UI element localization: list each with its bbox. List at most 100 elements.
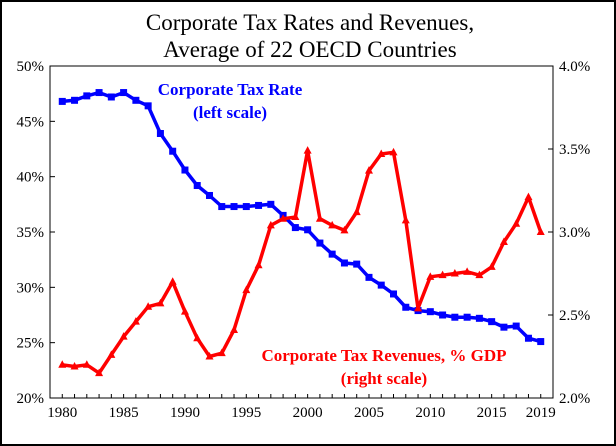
right-axis-tick-label: 2.0% (559, 391, 590, 407)
tax-revenue-point (463, 267, 472, 275)
tax-revenue-point (58, 360, 67, 368)
left-axis-tick-label: 25% (17, 336, 45, 352)
tax-revenue-point (95, 368, 104, 377)
tax-rate-point (71, 96, 79, 104)
tax-revenue-point (524, 192, 533, 201)
tax-revenue-point (536, 227, 545, 235)
tax-revenue-point (70, 361, 79, 370)
tax-rate-point (193, 182, 201, 190)
revenue-annotation-line-2: (right scale) (341, 369, 427, 388)
chart-title-line-1: Corporate Tax Rates and Revenues, (146, 10, 474, 35)
tax-rate-point (144, 102, 152, 110)
x-axis-tick-label: 2019 (526, 405, 556, 421)
series-layer (58, 89, 545, 377)
tax-rate-point (267, 200, 275, 208)
tax-revenue-point (389, 147, 398, 156)
x-axis-tick-label: 2005 (354, 405, 384, 421)
tax-revenue-point (512, 219, 521, 227)
tax-revenue-point (364, 166, 373, 174)
tax-rate-point (512, 322, 520, 330)
tax-revenue-point (291, 212, 300, 221)
tax-rate-point (120, 89, 128, 97)
tax-revenue-point (119, 332, 128, 340)
left-axis-tick-label: 45% (17, 114, 45, 130)
tax-rate-point (500, 323, 508, 331)
tax-rate-point (365, 273, 373, 281)
tax-rate-point (439, 311, 447, 319)
tax-rate-point (181, 166, 189, 174)
tax-revenue-point (242, 285, 251, 294)
tax-rate-point (353, 260, 361, 268)
tax-rate-point (156, 130, 164, 138)
tax-revenue-point (156, 298, 165, 307)
revenue-annotation-line-1: Corporate Tax Revenues, % GDP (261, 346, 506, 365)
left-axis-tick-label: 40% (17, 170, 45, 186)
tax-rate-point (537, 338, 545, 346)
tax-revenue-point (180, 307, 189, 315)
x-axis-tick-label: 1980 (47, 405, 77, 421)
tax-revenue-point (487, 262, 496, 270)
tax-revenue-point (193, 333, 202, 342)
tax-rate-point (95, 89, 103, 97)
tax-revenue-point (450, 269, 459, 277)
tax-rate-point (218, 203, 226, 211)
tax-rate-point (340, 259, 348, 267)
tax-rate-point (377, 281, 385, 289)
tax-rate-point (291, 224, 299, 232)
tax-rate-point (230, 203, 238, 211)
x-axis-tick-label: 2000 (293, 405, 323, 421)
x-axis-tick-label: 2010 (415, 405, 445, 421)
tax-revenue-point (303, 146, 312, 154)
tax-rate-line (62, 90, 542, 344)
tax-rate-point (205, 191, 213, 199)
tax-rate-point (242, 203, 250, 211)
right-axis-tick-label: 4.0% (559, 59, 590, 75)
tax-rate-point (169, 147, 177, 155)
tax-revenue-point (144, 302, 153, 310)
left-axis-tick-label: 35% (17, 225, 45, 241)
tax-revenue-point (414, 303, 423, 312)
tax-revenue-point (217, 348, 226, 357)
chart-title-line-2: Average of 22 OECD Countries (163, 37, 456, 62)
left-axis-tick-label: 20% (17, 391, 45, 407)
tax-rate-point (255, 201, 263, 209)
tax-revenue-point (279, 214, 288, 222)
tax-revenue-point (328, 220, 337, 229)
tax-rate-point (463, 313, 471, 321)
tax-revenue-point (254, 260, 263, 269)
tax-rate-point (328, 250, 336, 258)
right-axis-tick-label: 3.0% (559, 225, 590, 241)
rate-annotation-line-2: (left scale) (193, 103, 267, 122)
tax-rate-point (524, 334, 532, 342)
x-axis-tick-label: 1990 (170, 405, 200, 421)
tax-revenue-point (230, 325, 239, 333)
left-axis-tick-label: 50% (17, 59, 45, 75)
tax-rate-point (132, 96, 140, 104)
tax-revenue-point (499, 237, 508, 245)
tax-rate-point (316, 239, 324, 247)
axes-layer: 20% 25% 30% 35% 40% 45% 50% 2.0% 2.5% 3.0% 3.5% 4.0… (17, 59, 591, 421)
tax-revenue-point (352, 207, 361, 216)
tax-revenue-point (82, 360, 91, 368)
tax-revenue-point (266, 220, 275, 229)
tax-revenue-point (131, 317, 140, 325)
tax-rate-point (488, 318, 496, 326)
tax-revenue-line (62, 148, 543, 375)
left-axis-tick-label: 30% (17, 280, 45, 296)
tax-revenue-point (377, 149, 386, 157)
tax-revenue-point (401, 215, 410, 224)
tax-rate-point (83, 92, 91, 100)
tax-revenue-point (438, 270, 447, 279)
right-axis-tick-label: 3.5% (559, 142, 590, 158)
tax-rate-point (58, 97, 66, 105)
tax-rate-point (451, 313, 459, 321)
tax-revenue-point (340, 225, 349, 234)
x-axis-tick-label: 2015 (477, 405, 507, 421)
tax-revenue-point (107, 350, 116, 358)
tax-rate-point (304, 226, 312, 234)
tax-revenue-point (315, 214, 324, 222)
rate-annotation-line-1: Corporate Tax Rate (158, 80, 303, 99)
tax-rate-point (402, 303, 410, 311)
